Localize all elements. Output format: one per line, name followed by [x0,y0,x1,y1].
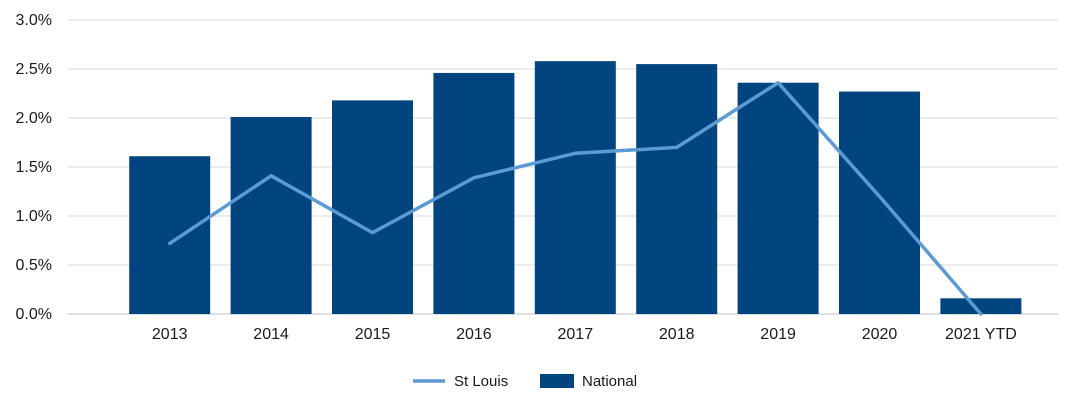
y-tick-label: 1.5% [16,159,52,176]
line-series-st-louis [167,80,983,316]
bar-national-2013 [129,156,211,314]
x-tick-label: 2019 [760,326,796,343]
bar-national-2019 [737,82,819,314]
x-tick-label: 2015 [355,326,391,343]
x-axis: 2013 2014 2015 2016 2017 2018 2019 2020 2021 YTD [152,326,1017,343]
legend: St Louis National [413,373,637,390]
bar-national-2017 [534,61,616,314]
bar-national-2020 [839,91,920,314]
legend-swatch-box [540,374,574,388]
bar-national-2021-ytd [940,298,1022,314]
y-tick-label: 0.0% [16,306,52,323]
legend-label: St Louis [454,373,508,390]
y-tick-label: 3.0% [16,12,52,29]
x-tick-label: 2018 [659,326,695,343]
bar-national-2014 [230,117,312,315]
x-tick-label: 2017 [558,326,594,343]
y-axis: 0.0% 0.5% 1.0% 1.5% 2.0% 2.5% 3.0% [16,12,52,323]
legend-item-st-louis: St Louis [413,373,508,390]
bar-national-2015 [332,100,413,314]
bar-series-national [129,61,1022,315]
bar-national-2018 [636,64,718,314]
x-tick-label: 2014 [253,326,289,343]
y-tick-label: 2.5% [16,61,52,78]
y-tick-label: 0.5% [16,257,52,274]
legend-item-national: National [540,373,637,390]
legend-label: National [582,373,637,390]
x-tick-label: 2021 YTD [945,326,1017,343]
x-tick-label: 2016 [456,326,492,343]
y-tick-label: 2.0% [16,110,52,127]
x-tick-label: 2013 [152,326,188,343]
x-tick-label: 2020 [862,326,898,343]
y-tick-label: 1.0% [16,208,52,225]
